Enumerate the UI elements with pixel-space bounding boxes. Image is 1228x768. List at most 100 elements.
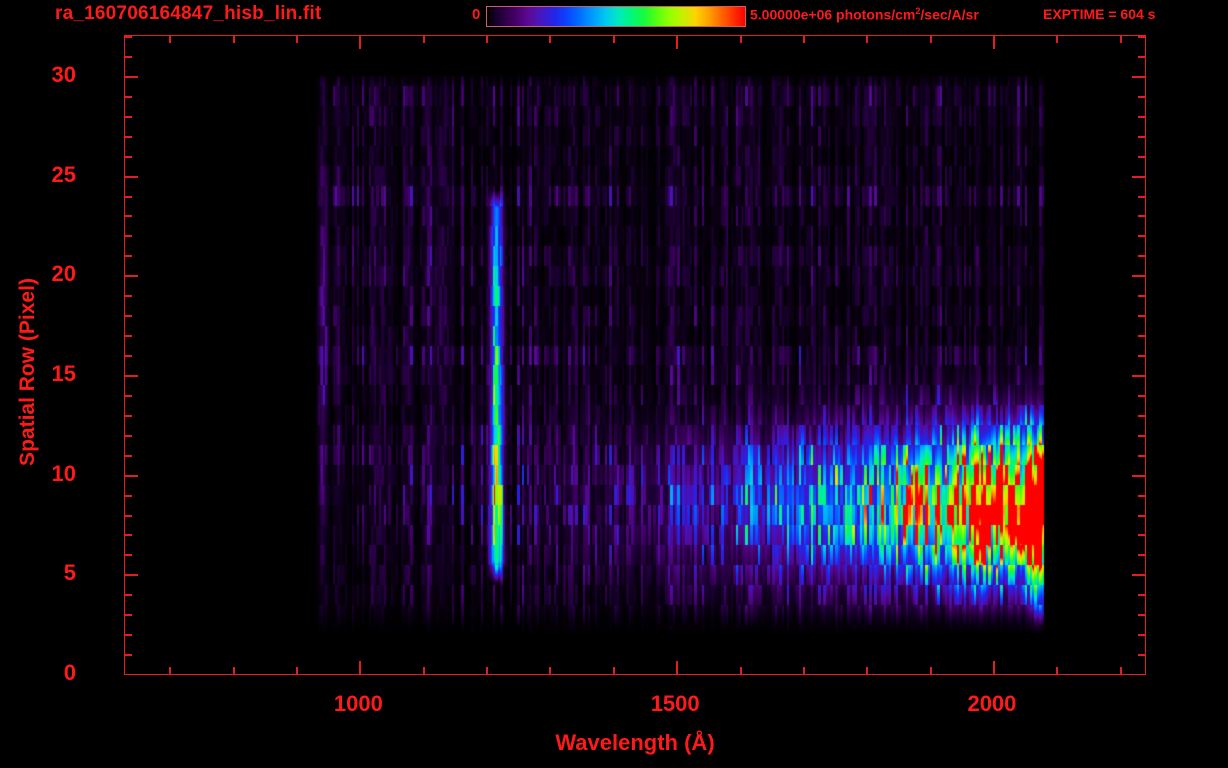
exptime-label: EXPTIME = 604 s bbox=[1043, 6, 1156, 22]
y-tick-left bbox=[125, 135, 132, 138]
y-tick-left bbox=[125, 574, 138, 577]
y-tick-left bbox=[125, 554, 132, 557]
y-tick-right bbox=[1138, 55, 1145, 58]
y-tick-left bbox=[125, 215, 132, 218]
x-tick-top bbox=[486, 36, 489, 43]
y-tick-left bbox=[125, 434, 132, 437]
colorbar-units-exponent: 2 bbox=[915, 6, 921, 16]
x-tick-bottom bbox=[612, 667, 615, 674]
y-tick-right bbox=[1138, 115, 1145, 118]
y-tick-left bbox=[125, 275, 138, 278]
x-axis-title: Wavelength (Å) bbox=[555, 730, 715, 755]
y-tick-right bbox=[1138, 215, 1145, 218]
y-tick-left bbox=[125, 55, 132, 58]
y-tick-right bbox=[1138, 534, 1145, 537]
x-tick-bottom bbox=[992, 661, 995, 674]
y-tick-right bbox=[1138, 235, 1145, 238]
y-tick-right bbox=[1138, 255, 1145, 258]
x-tick-top bbox=[676, 36, 679, 49]
x-tick-bottom bbox=[169, 667, 172, 674]
y-tick-left bbox=[125, 454, 132, 457]
y-tick-right bbox=[1138, 614, 1145, 617]
y-tick-right bbox=[1138, 594, 1145, 597]
y-tick-right bbox=[1138, 394, 1145, 397]
x-tick-top bbox=[1119, 36, 1122, 43]
y-tick-right bbox=[1132, 374, 1145, 377]
x-tick-top bbox=[359, 36, 362, 49]
y-tick-right bbox=[1138, 195, 1145, 198]
y-tick-right bbox=[1132, 574, 1145, 577]
y-tick-left bbox=[125, 235, 132, 238]
y-tick-left bbox=[125, 394, 132, 397]
y-tick-right bbox=[1138, 494, 1145, 497]
x-tick-label: 2000 bbox=[967, 691, 1017, 716]
x-tick-bottom bbox=[422, 667, 425, 674]
x-tick-top bbox=[992, 36, 995, 49]
y-tick-right bbox=[1138, 654, 1145, 657]
y-tick-left bbox=[125, 634, 132, 637]
y-tick-left bbox=[125, 674, 138, 675]
y-tick-label: 10 bbox=[51, 460, 76, 486]
y-tick-left bbox=[125, 175, 138, 178]
y-tick-right bbox=[1132, 275, 1145, 278]
x-tick-bottom bbox=[296, 667, 299, 674]
x-tick-bottom bbox=[866, 667, 869, 674]
y-tick-left bbox=[125, 514, 132, 517]
y-tick-right bbox=[1138, 295, 1145, 298]
y-tick-left bbox=[125, 534, 132, 537]
y-tick-left bbox=[125, 355, 132, 357]
x-tick-bottom bbox=[549, 667, 552, 674]
x-tick-bottom bbox=[739, 667, 742, 674]
y-tick-right bbox=[1138, 434, 1145, 437]
x-tick-bottom bbox=[1056, 667, 1059, 674]
colorbar-units-suffix: /sec/A/sr bbox=[920, 6, 979, 23]
y-tick-left bbox=[125, 414, 132, 417]
x-tick-top bbox=[296, 36, 299, 43]
y-tick-right bbox=[1132, 474, 1145, 477]
y-tick-left bbox=[125, 474, 138, 477]
y-tick-left bbox=[125, 36, 132, 38]
x-tick-top bbox=[422, 36, 425, 43]
y-tick-label: 20 bbox=[51, 261, 76, 287]
y-tick-right bbox=[1138, 514, 1145, 517]
y-tick-left bbox=[125, 295, 132, 298]
x-tick-top bbox=[929, 36, 932, 43]
y-tick-left bbox=[125, 335, 132, 338]
x-tick-bottom bbox=[232, 667, 235, 674]
x-tick-top bbox=[1056, 36, 1059, 43]
colorbar-min-label: 0 bbox=[472, 6, 481, 23]
x-tick-label: 1500 bbox=[650, 691, 700, 716]
y-tick-left bbox=[125, 654, 132, 657]
x-tick-top bbox=[549, 36, 552, 43]
x-tick-label: 1000 bbox=[333, 691, 383, 716]
y-tick-left bbox=[125, 594, 132, 597]
x-tick-top bbox=[739, 36, 742, 43]
colorbar-max-value: 5.00000e+06 bbox=[750, 6, 833, 23]
y-tick-right bbox=[1138, 315, 1145, 318]
y-axis-title: Spatial Row (Pixel) bbox=[16, 278, 39, 466]
y-tick-label: 30 bbox=[51, 61, 76, 87]
y-tick-left bbox=[125, 195, 132, 198]
y-tick-label: 25 bbox=[51, 161, 76, 187]
y-tick-right bbox=[1138, 554, 1145, 557]
x-tick-top bbox=[612, 36, 615, 43]
y-tick-right bbox=[1132, 175, 1145, 178]
y-tick-right bbox=[1138, 634, 1145, 637]
x-tick-top bbox=[169, 36, 172, 43]
x-tick-top bbox=[802, 36, 805, 43]
page-title: ra_160706164847_hisb_lin.fit bbox=[55, 3, 322, 24]
y-tick-left bbox=[125, 614, 132, 617]
x-tick-bottom bbox=[1119, 667, 1122, 674]
y-tick-label: 15 bbox=[51, 360, 76, 386]
colorbar-units-prefix: photons/cm bbox=[836, 6, 916, 23]
plot-frame bbox=[124, 35, 1146, 675]
y-tick-right bbox=[1138, 155, 1145, 158]
y-tick-label: 5 bbox=[63, 560, 76, 586]
colorbar bbox=[486, 6, 746, 27]
y-tick-left bbox=[125, 95, 132, 98]
x-tick-bottom bbox=[359, 661, 362, 674]
spectrogram-image bbox=[125, 36, 1145, 674]
y-tick-right bbox=[1138, 335, 1145, 338]
x-tick-bottom bbox=[802, 667, 805, 674]
